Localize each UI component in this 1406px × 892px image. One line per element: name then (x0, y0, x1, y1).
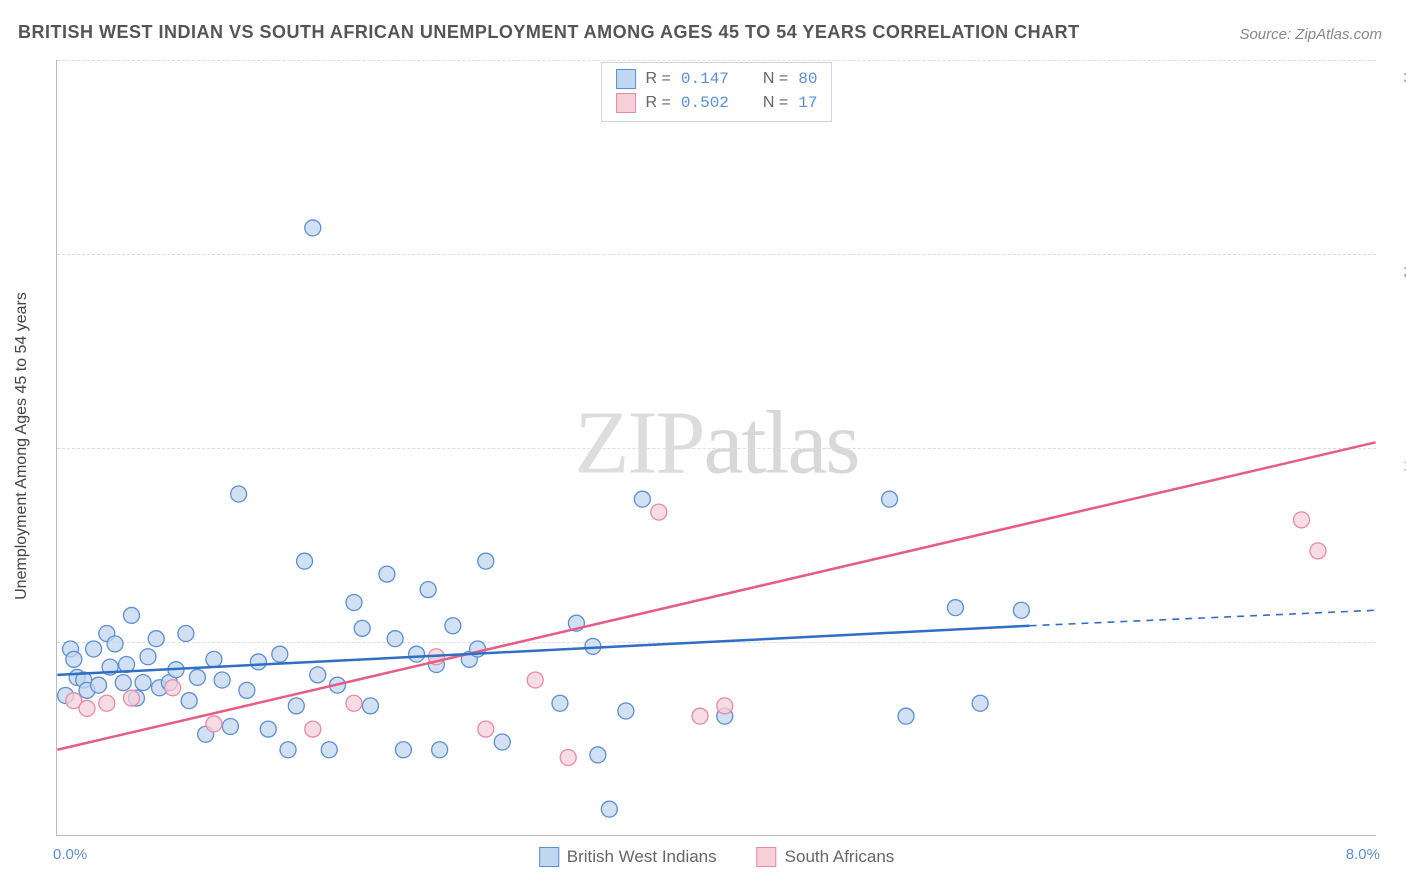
y-axis-title: Unemployment Among Ages 45 to 54 years (13, 292, 31, 600)
legend-label-b: South Africans (785, 847, 895, 867)
stats-legend: R = 0.147 N = 80 R = 0.502 N = 17 (601, 62, 833, 122)
swatch-a-icon (616, 69, 636, 89)
chart-title: BRITISH WEST INDIAN VS SOUTH AFRICAN UNE… (18, 22, 1080, 43)
plot-area: ZIPatlas R = 0.147 N = 80 R = 0.502 N = … (56, 60, 1376, 836)
legend-item-a: British West Indians (539, 847, 717, 867)
r-label-a: R = (646, 67, 671, 91)
stats-row-a: R = 0.147 N = 80 (616, 67, 818, 91)
legend-item-b: South Africans (757, 847, 895, 867)
n-value-b: 17 (798, 91, 817, 115)
y-tick-label: 30.0% (1386, 70, 1406, 87)
source-label: Source: ZipAtlas.com (1239, 26, 1382, 43)
n-label-b: N = (763, 91, 788, 115)
chart-container: BRITISH WEST INDIAN VS SOUTH AFRICAN UNE… (0, 0, 1406, 892)
n-label-a: N = (763, 67, 788, 91)
r-value-a: 0.147 (681, 67, 729, 91)
swatch-a-bot-icon (539, 847, 559, 867)
y-tick-label: 22.5% (1386, 264, 1406, 281)
r-value-b: 0.502 (681, 91, 729, 115)
stats-row-b: R = 0.502 N = 17 (616, 91, 818, 115)
series-legend: British West Indians South Africans (539, 847, 895, 867)
swatch-b-icon (616, 93, 636, 113)
r-label-b: R = (646, 91, 671, 115)
n-value-a: 80 (798, 67, 817, 91)
legend-label-a: British West Indians (567, 847, 717, 867)
y-tick-label: 7.5% (1386, 652, 1406, 669)
y-tick-label: 15.0% (1386, 458, 1406, 475)
chart-svg (57, 60, 1376, 835)
swatch-b-bot-icon (757, 847, 777, 867)
x-tick-max: 8.0% (1346, 846, 1380, 863)
x-tick-min: 0.0% (53, 846, 87, 863)
